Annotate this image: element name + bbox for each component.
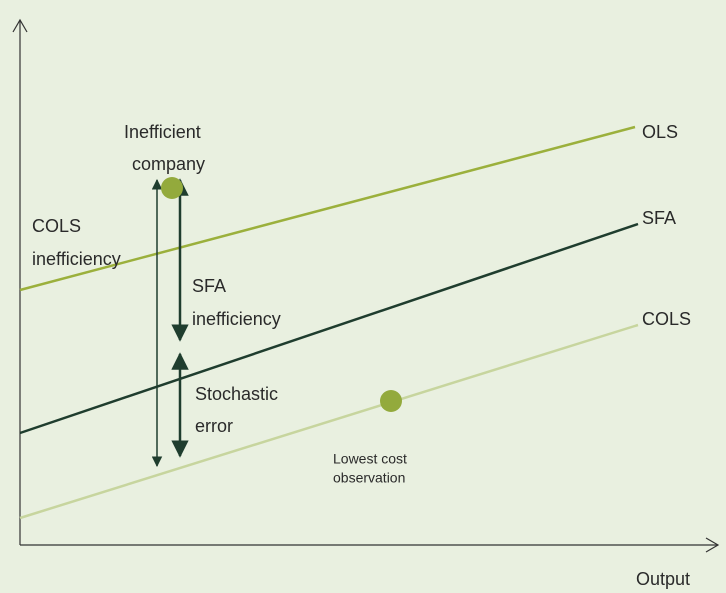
x-axis-label: Output	[636, 569, 690, 589]
sfa-line	[19, 222, 639, 435]
x-axis-arrow	[705, 537, 720, 553]
point-label: company	[132, 154, 205, 174]
measure-label: error	[195, 416, 233, 436]
point-label: Lowest cost	[333, 451, 407, 467]
ols-line	[19, 125, 636, 292]
point-label: Inefficient	[124, 122, 201, 142]
lowest-cost-dot	[380, 390, 402, 412]
measure-label: inefficiency	[192, 309, 281, 329]
cols-line	[19, 323, 639, 520]
line-label: SFA	[642, 208, 676, 228]
measure-label: COLS	[32, 216, 81, 236]
line-label: OLS	[642, 122, 678, 142]
inefficient-company-dot	[161, 177, 183, 199]
measure-label: Stochastic	[195, 384, 278, 404]
measure-label: SFA	[192, 276, 226, 296]
point-label: observation	[333, 470, 405, 486]
line-label: COLS	[642, 309, 691, 329]
measure-label: inefficiency	[32, 249, 121, 269]
